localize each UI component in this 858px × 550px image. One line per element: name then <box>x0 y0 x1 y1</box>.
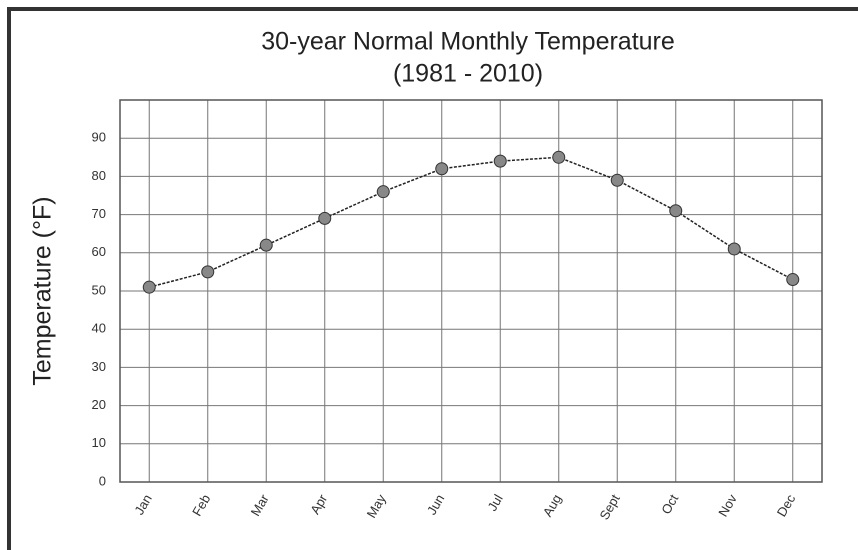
marker <box>142 280 156 294</box>
y-tick-label: 10 <box>92 435 106 450</box>
marker <box>786 273 800 287</box>
y-tick-label: 0 <box>99 473 106 488</box>
plot-frame <box>119 99 823 483</box>
marker <box>201 265 215 279</box>
y-tick-label: 20 <box>92 397 106 412</box>
marker <box>610 173 624 187</box>
marker <box>552 150 566 164</box>
marker <box>259 238 273 252</box>
marker <box>435 162 449 176</box>
y-axis-label: Temperature (°F) <box>29 196 57 385</box>
marker <box>669 204 683 218</box>
y-tick-label: 40 <box>92 321 106 336</box>
y-tick-label: 70 <box>92 206 106 221</box>
marker <box>376 185 390 199</box>
marker <box>318 211 332 225</box>
chart-subtitle: (1981 - 2010) <box>393 60 543 88</box>
y-tick-label: 90 <box>92 130 106 145</box>
x-tick-label: Jul <box>485 492 506 514</box>
y-tick-label: 30 <box>92 359 106 374</box>
frame <box>7 7 858 550</box>
chart-title: 30-year Normal Monthly Temperature <box>261 28 675 56</box>
y-tick-label: 50 <box>92 282 106 297</box>
y-tick-label: 80 <box>92 168 106 183</box>
line <box>149 156 794 288</box>
marker <box>727 242 741 256</box>
y-tick-label: 60 <box>92 244 106 259</box>
marker <box>493 154 507 168</box>
